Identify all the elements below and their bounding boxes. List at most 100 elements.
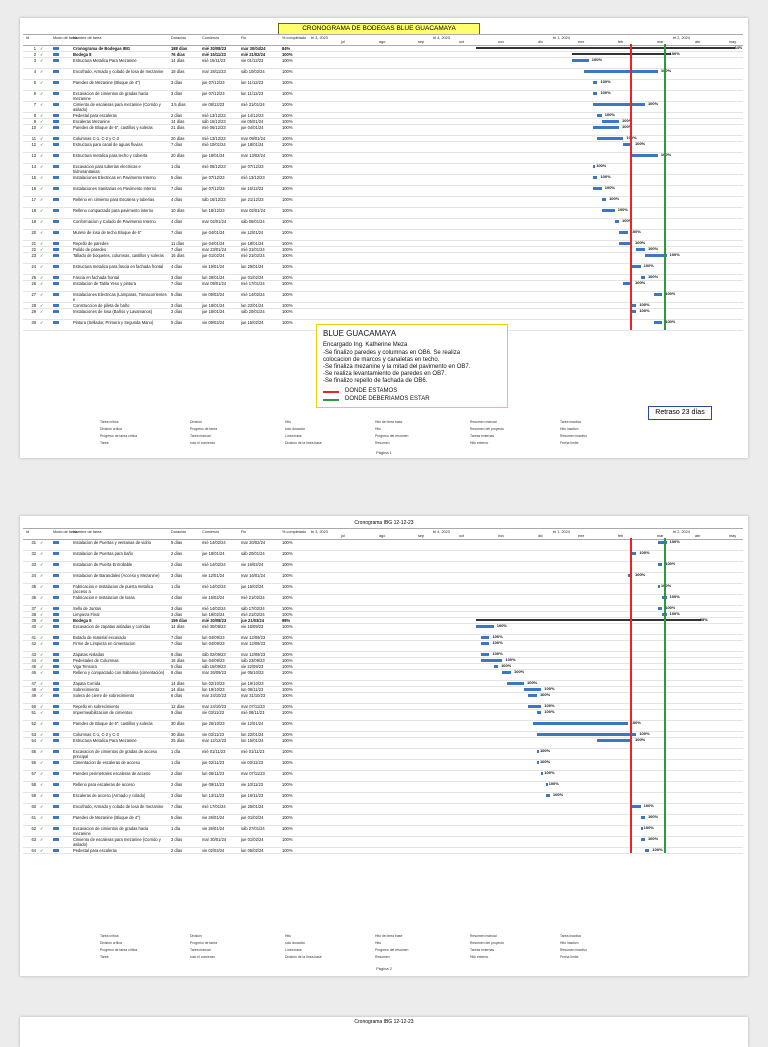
gantt-bar[interactable] [597, 739, 632, 742]
gantt-bar[interactable] [536, 750, 539, 753]
table-row[interactable]: 8 ✓ Pedestal para escaleras 2 días mié 13/12… [23, 112, 743, 119]
gantt-bar[interactable] [632, 310, 637, 313]
gantt-bar[interactable] [545, 794, 550, 797]
table-row[interactable]: 17 ✓ Relleno en cimiento para Escalera y t… [23, 196, 743, 208]
table-row[interactable]: 40 ✓ Excavacion de zapatas aisladas y corr… [23, 623, 743, 635]
gantt-bar[interactable] [476, 619, 701, 621]
gantt-bar[interactable] [640, 827, 643, 830]
table-row[interactable]: 48 ✓ Sobrecimiento 14 días lun 19/10/23 lun 0… [23, 686, 743, 693]
gantt-bar[interactable] [623, 282, 632, 285]
table-row[interactable]: 5 ✓ Paredes de Mezanine (Bloque de 4") 3 dí… [23, 79, 743, 91]
table-row[interactable]: 46 ✓ Relleno y compactado con Saltarina (c… [23, 669, 743, 681]
gantt-bar[interactable] [571, 59, 589, 62]
table-row[interactable]: 55 ✓ Excavacion de cimientos de gradas de … [23, 748, 743, 760]
gantt-bar[interactable] [593, 92, 598, 95]
gantt-bar[interactable] [545, 783, 548, 786]
gantt-bar[interactable] [601, 198, 607, 201]
gantt-bar[interactable] [493, 665, 499, 668]
gantt-bar[interactable] [640, 838, 645, 841]
table-row[interactable]: 6 ✓ Excavacion de cimientos de gradas haci… [23, 90, 743, 102]
gantt-bar[interactable] [597, 137, 624, 140]
table-row[interactable]: 52 ✓ Paredes de Bloque de 6", castillos y … [23, 720, 743, 732]
table-row[interactable]: 26 ✓ Instalacion de Tabla Yeso y pintura 7 … [23, 280, 743, 292]
table-row[interactable]: 56 ✓ Cimentacion de escaleras de acceso 1 d… [23, 759, 743, 771]
gantt-bar[interactable] [506, 682, 524, 685]
table-row[interactable]: 64 ✓ Pedestal para escaleras 2 días vie 02/0… [23, 847, 743, 854]
gantt-bar[interactable] [532, 722, 628, 725]
table-row[interactable]: 38 ✓ Limpieza Final 3 días lun 19/02/24 mié 2… [23, 611, 743, 618]
gantt-bar[interactable] [524, 688, 542, 691]
table-row[interactable]: 43 ✓ Zapatas Aisladas 8 días sáb 02/09/23 mar… [23, 651, 743, 658]
gantt-bar[interactable] [619, 231, 628, 234]
gantt-bar[interactable] [597, 114, 602, 117]
table-row[interactable]: 19 ✓ Conformacion y Colado de Pavimento In… [23, 218, 743, 230]
gantt-bar[interactable] [644, 849, 650, 852]
table-row[interactable]: 16 ✓ Instalaciones Sanitarias en Pavimento… [23, 185, 743, 197]
table-row[interactable]: 47 ✓ Zapata Corrida 14 días lun 02/10/23 jue … [23, 680, 743, 687]
gantt-bar[interactable] [536, 761, 539, 764]
table-row[interactable]: 32 ✓ Instalacion de Puertas para baño 2 día… [23, 550, 743, 562]
gantt-bar[interactable] [619, 242, 632, 245]
gantt-bar[interactable] [653, 293, 663, 296]
table-row[interactable]: 51 ✓ Impermeabilizacion de cimientos 9 días… [23, 709, 743, 721]
gantt-bar[interactable] [640, 816, 645, 819]
gantt-bar[interactable] [571, 53, 671, 55]
gantt-bar[interactable] [480, 642, 490, 645]
gantt-bar[interactable] [614, 220, 620, 223]
table-row[interactable]: 42 ✓ Firme de Limpieza en cimentacion 7 día… [23, 640, 743, 652]
table-row[interactable]: 61 ✓ Paredes de Mezanine (Bloque de 4") 5 d… [23, 814, 743, 826]
table-row[interactable]: 1 ✓ Cronograma de Bodegas IBG 188 días mié 3… [23, 45, 743, 52]
gantt-bar[interactable] [528, 705, 542, 708]
table-row[interactable]: 57 ✓ Paredes perimetrales escaleras de acc… [23, 770, 743, 782]
gantt-bar[interactable] [480, 636, 490, 639]
table-row[interactable]: 7 ✓ Cimiento de escaleras para mezanine (C… [23, 101, 743, 113]
table-row[interactable]: 21 ✓ Repello de paredes 11 días jue 04/01/24… [23, 240, 743, 247]
gantt-bar[interactable] [632, 805, 641, 808]
table-row[interactable]: 12 ✓ Estructura para canal de aguas fluvia… [23, 141, 743, 153]
gantt-bar[interactable] [640, 276, 645, 279]
gantt-bar[interactable] [593, 103, 645, 106]
gantt-bar[interactable] [593, 176, 598, 179]
gantt-bar[interactable] [653, 321, 663, 324]
gantt-bar[interactable] [541, 772, 544, 775]
table-row[interactable]: 58 ✓ Relleno para escaleras de acceso 2 día… [23, 781, 743, 793]
table-row[interactable]: 14 ✓ Excavacion para tuberias electricas e… [23, 163, 743, 175]
gantt-bar[interactable] [601, 209, 615, 212]
table-row[interactable]: 49 ✓ Solera de cierre de sobrecimiento 6 dí… [23, 692, 743, 704]
gantt-bar[interactable] [536, 733, 637, 736]
gantt-bar[interactable] [476, 625, 494, 628]
gantt-bar[interactable] [632, 552, 637, 555]
table-row[interactable]: 41 ✓ Botado de material excavado 7 días lun … [23, 634, 743, 641]
table-row[interactable]: 15 ✓ Instalaciones Electricas en Pavimento… [23, 174, 743, 186]
gantt-bar[interactable] [502, 671, 512, 674]
table-row[interactable]: 22 ✓ Pulido de paredes 7 días mar 23/01/24 mi… [23, 246, 743, 253]
gantt-bar[interactable] [480, 659, 503, 662]
gantt-bar[interactable] [601, 120, 620, 123]
table-row[interactable]: 10 ✓ Paredes de Bloque de 6", castillos y … [23, 124, 743, 136]
gantt-bar[interactable] [593, 126, 620, 129]
table-row[interactable]: 50 ✓ Repello en sobrecimiento 12 días mar 24… [23, 703, 743, 710]
table-row[interactable]: 20 ✓ Murete de losa de techo Bloque de 6" 7… [23, 229, 743, 241]
table-row[interactable]: 59 ✓ Escaleras de acceso (Armado y colado)… [23, 792, 743, 804]
gantt-bar[interactable] [632, 154, 658, 157]
table-row[interactable]: 23 ✓ Tallado de boquetes, columnas, castil… [23, 252, 743, 264]
gantt-bar[interactable] [657, 607, 663, 610]
gantt-bar[interactable] [536, 711, 542, 714]
gantt-bar[interactable] [657, 563, 663, 566]
table-row[interactable]: 37 ✓ Sello de Juntas 3 días mié 14/02/24 sáb … [23, 605, 743, 612]
gantt-bar[interactable] [657, 585, 660, 588]
table-row[interactable]: 39 ✓ Bodega 5 159 días mié 30/08/23 jue 21/03… [23, 617, 743, 624]
table-row[interactable]: 24 ✓ Estructura metalica para fascia en fa… [23, 263, 743, 275]
table-row[interactable]: 54 ✓ Estructura Metalica Para Mezanine 25 d… [23, 737, 743, 749]
table-row[interactable]: 44 ✓ Pedestales de Columnas 16 días lun 04/0… [23, 657, 743, 664]
gantt-bar[interactable] [632, 265, 641, 268]
table-row[interactable]: 63 ✓ Cimiento de escaleras para mezanine (… [23, 836, 743, 848]
gantt-bar[interactable] [480, 653, 490, 656]
gantt-bar[interactable] [476, 47, 736, 49]
table-row[interactable]: 31 ✓ Instalacion de Puertas y ventanas de … [23, 539, 743, 551]
table-row[interactable]: 60 ✓ Encofrado, Armado y colado de losa de… [23, 803, 743, 815]
gantt-bar[interactable] [593, 187, 602, 190]
gantt-bar[interactable] [632, 304, 637, 307]
gantt-bar[interactable] [636, 248, 645, 251]
table-row[interactable]: 62 ✓ Excavacion de cimientos de gradas hac… [23, 825, 743, 837]
